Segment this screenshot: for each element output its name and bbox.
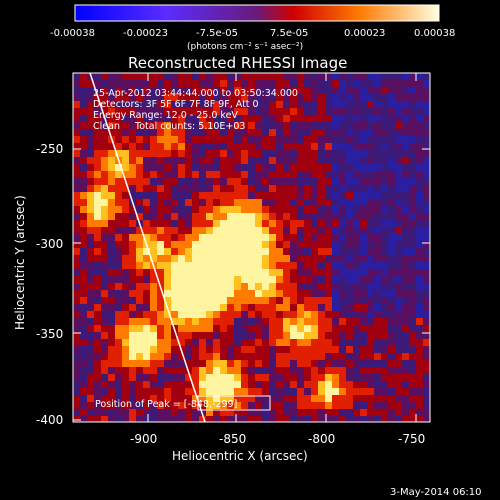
x-axis-label: Heliocentric X (arcsec) [172, 449, 308, 463]
y-axis-label: Heliocentric Y (arcsec) [13, 195, 27, 330]
x-tick-label: -850 [219, 432, 246, 446]
solar-limb-line [89, 73, 206, 422]
x-tick-label: -800 [308, 432, 335, 446]
colorbar-tick: 0.00023 [344, 28, 385, 39]
y-axis [73, 148, 430, 421]
y-tick-label: -300 [36, 237, 63, 251]
figure-title: Reconstructed RHESSI Image [128, 54, 347, 72]
peak-position: Position of Peak = [-848,-299] [95, 399, 237, 410]
heatmap-image [73, 73, 430, 422]
x-tick-label: -750 [398, 432, 425, 446]
colorbar-tick: -7.5e-05 [196, 28, 238, 39]
colorbar-tick: 0.00038 [414, 28, 455, 39]
info-energy: Energy Range: 12.0 - 25.0 keV [93, 110, 238, 121]
colorbar-tick: 7.5e-05 [270, 28, 308, 39]
plot-frame [72, 72, 431, 423]
colorbar-tick: -0.00023 [123, 28, 168, 39]
colorbar [74, 4, 440, 22]
colorbar-ticks: -0.00038 -0.00023 -7.5e-05 7.5e-05 0.000… [50, 28, 455, 39]
info-time: 25-Apr-2012 03:44:44.000 to 03:50:34.000 [93, 88, 298, 99]
y-tick-label: -350 [36, 327, 63, 341]
info-detectors: Detectors: 3F 5F 6F 7F 8F 9F, Att 0 [93, 99, 259, 110]
footer-date: 3-May-2014 06:10 [390, 487, 482, 498]
peak-marker [197, 395, 271, 411]
y-tick-label: -400 [36, 413, 63, 427]
info-clean: Clean Total counts: 5.10E+03 [93, 121, 245, 132]
y-tick-label: -250 [36, 142, 63, 156]
colorbar-tick: -0.00038 [50, 28, 95, 39]
x-tick-label: -900 [130, 432, 157, 446]
colorbar-units: (photons cm⁻² s⁻¹ asec⁻²) [187, 42, 303, 52]
x-axis [147, 73, 417, 422]
info-block: 25-Apr-2012 03:44:44.000 to 03:50:34.000… [93, 88, 298, 132]
